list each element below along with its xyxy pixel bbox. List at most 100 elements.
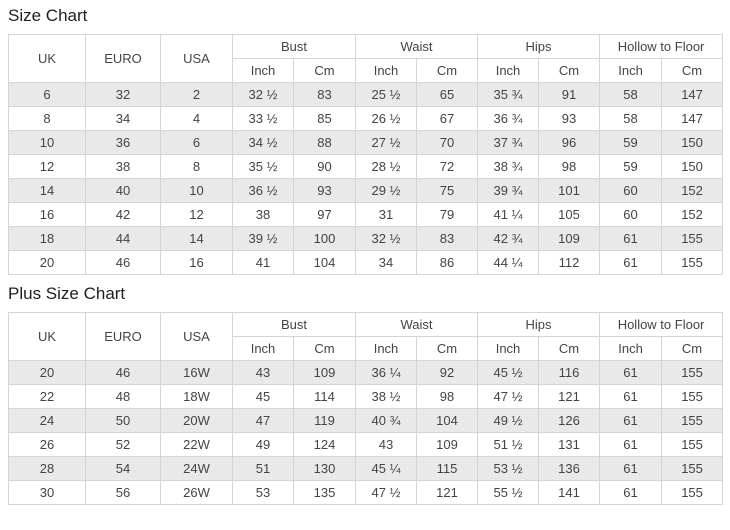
table-cell: 10 [8, 130, 86, 155]
column-header: USA [160, 34, 233, 83]
table-cell: 38 ¾ [477, 154, 540, 179]
table-cell: 29 ½ [355, 178, 418, 203]
table-cell: 130 [292, 456, 357, 481]
column-group-header: Hollow to Floor [599, 34, 724, 59]
header-row-units: Inch Cm Inch Cm Inch Cm Inch Cm [9, 58, 724, 83]
table-cell: 58 [599, 106, 663, 131]
table-row: 20 46 16 41 104 34 86 44 ¼ 112 61 155 [8, 250, 724, 275]
table-cell: 32 ½ [355, 226, 418, 251]
table-cell: 96 [538, 130, 601, 155]
table-cell: 40 ¾ [355, 408, 418, 433]
table-cell: 105 [538, 202, 601, 227]
size-chart-section: Size Chart UK EURO USA Bust Waist Hips Hollow … [8, 6, 724, 275]
table-cell: 93 [538, 106, 601, 131]
size-chart-table: UK EURO USA Bust Waist Hips Hollow to Floor Inc… [8, 34, 724, 275]
table-cell: 121 [538, 384, 601, 409]
table-cell: 28 [8, 456, 86, 481]
unit-header: Inch [477, 336, 540, 361]
table-cell: 72 [416, 154, 479, 179]
column-header: UK [8, 34, 86, 83]
table-cell: 104 [292, 250, 357, 275]
table-cell: 52 [85, 432, 161, 457]
table-cell: 31 [355, 202, 418, 227]
table-row: 6 32 2 32 ½ 83 25 ½ 65 35 ¾ 91 58 147 [8, 82, 724, 107]
table-cell: 26 [8, 432, 86, 457]
table-cell: 109 [416, 432, 479, 457]
table-cell: 41 ¼ [477, 202, 540, 227]
table-cell: 119 [292, 408, 357, 433]
column-group-header: Hollow to Floor [599, 312, 724, 337]
table-cell: 70 [416, 130, 479, 155]
table-cell: 38 [85, 154, 161, 179]
table-cell: 51 ½ [477, 432, 540, 457]
table-cell: 47 [232, 408, 294, 433]
table-cell: 136 [538, 456, 601, 481]
table-cell: 135 [292, 480, 357, 505]
table-cell: 43 [355, 432, 418, 457]
column-header: EURO [85, 312, 161, 361]
table-cell: 26W [160, 480, 233, 505]
unit-header: Cm [538, 336, 601, 361]
table-cell: 45 ½ [477, 360, 540, 385]
table-cell: 34 [85, 106, 161, 131]
table-cell: 22W [160, 432, 233, 457]
table-cell: 155 [661, 226, 724, 251]
unit-header: Cm [538, 58, 601, 83]
table-cell: 116 [538, 360, 601, 385]
table-cell: 39 ½ [232, 226, 294, 251]
plus-size-chart-table: UK EURO USA Bust Waist Hips Hollow to Floor Inc… [8, 312, 724, 505]
table-cell: 60 [599, 202, 663, 227]
table-cell: 131 [538, 432, 601, 457]
table-cell: 51 [232, 456, 294, 481]
table-cell: 12 [8, 154, 86, 179]
table-cell: 8 [8, 106, 86, 131]
table-cell: 109 [538, 226, 601, 251]
unit-header: Inch [355, 58, 418, 83]
unit-header: Cm [661, 336, 724, 361]
table-row: 12 38 8 35 ½ 90 28 ½ 72 38 ¾ 98 59 150 [8, 154, 724, 179]
table-cell: 83 [292, 82, 357, 107]
header-row-groups: UK EURO USA Bust Waist Hips Hollow to Floor [8, 34, 724, 83]
table-cell: 155 [661, 250, 724, 275]
table-cell: 14 [160, 226, 233, 251]
table-cell: 83 [416, 226, 479, 251]
table-cell: 61 [599, 408, 663, 433]
table-cell: 155 [661, 408, 724, 433]
table-cell: 47 ½ [355, 480, 418, 505]
table-cell: 48 [85, 384, 161, 409]
table-cell: 32 ½ [232, 82, 294, 107]
table-cell: 38 [232, 202, 294, 227]
table-cell: 30 [8, 480, 86, 505]
table-cell: 124 [292, 432, 357, 457]
table-cell: 85 [292, 106, 357, 131]
table-cell: 49 [232, 432, 294, 457]
plus-size-chart-section: Plus Size Chart UK EURO USA Bust Waist Hips Ho… [8, 284, 724, 505]
column-header: EURO [85, 34, 161, 83]
table-cell: 115 [416, 456, 479, 481]
table-cell: 34 ½ [232, 130, 294, 155]
table-cell: 152 [661, 202, 724, 227]
table-cell: 79 [416, 202, 479, 227]
table-row: 22 48 18W 45 114 38 ½ 98 47 ½ 121 61 155 [8, 384, 724, 409]
table-cell: 50 [85, 408, 161, 433]
table-cell: 91 [538, 82, 601, 107]
table-cell: 121 [416, 480, 479, 505]
table-cell: 33 ½ [232, 106, 294, 131]
unit-header: Cm [416, 58, 479, 83]
table-cell: 141 [538, 480, 601, 505]
table-cell: 46 [85, 360, 161, 385]
table-cell: 18W [160, 384, 233, 409]
column-header: USA [160, 312, 233, 361]
table-row: 20 46 16W 43 109 36 ¼ 92 45 ½ 116 61 155 [8, 360, 724, 385]
table-cell: 2 [160, 82, 233, 107]
table-row: 28 54 24W 51 130 45 ¼ 115 53 ½ 136 61 155 [8, 456, 724, 481]
table-row: 18 44 14 39 ½ 100 32 ½ 83 42 ¾ 109 61 155 [8, 226, 724, 251]
table-cell: 152 [661, 178, 724, 203]
table-cell: 101 [538, 178, 601, 203]
table-cell: 147 [661, 82, 724, 107]
table-cell: 42 ¾ [477, 226, 540, 251]
table-cell: 47 ½ [477, 384, 540, 409]
unit-header: Inch [232, 336, 294, 361]
table-cell: 61 [599, 480, 663, 505]
